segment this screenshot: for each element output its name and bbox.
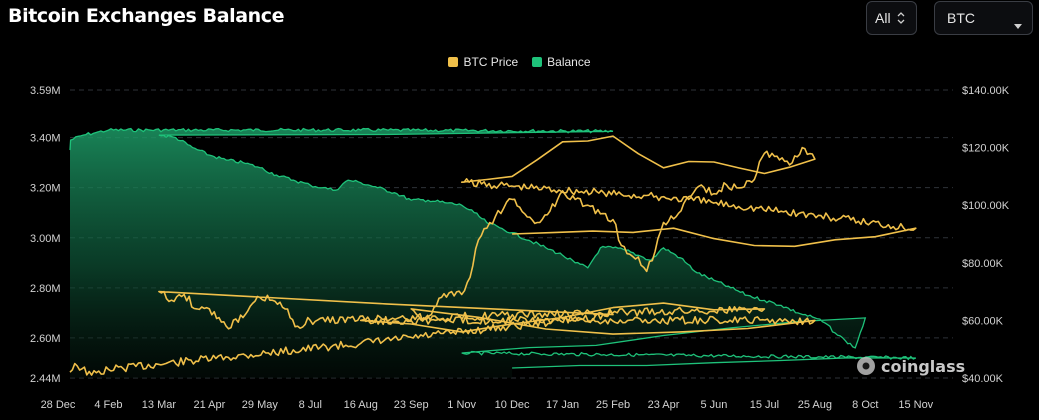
x-tick-label: 15 Jul [750, 399, 779, 411]
y-right-tick-label: $80.00K [962, 258, 1004, 270]
range-select[interactable]: All [866, 1, 917, 35]
caret-down-icon [1014, 16, 1022, 32]
coin-select-value: BTC [947, 10, 975, 26]
y-left-tick-label: 2.80M [30, 283, 61, 295]
x-tick-label: 5 Jun [700, 399, 727, 411]
legend-label-balance: Balance [547, 55, 591, 69]
page-title: Bitcoin Exchanges Balance [8, 5, 285, 27]
legend-swatch-balance [532, 57, 543, 67]
chart-legend: BTC Price Balance [0, 55, 1039, 69]
x-tick-label: 28 Dec [41, 399, 76, 411]
balance-area-layer [69, 127, 917, 378]
x-tick-label: 13 Mar [142, 399, 177, 411]
legend-item-balance[interactable]: Balance [532, 55, 591, 69]
x-tick-label: 10 Dec [495, 399, 530, 411]
y-left-tick-label: 3.20M [30, 183, 61, 195]
y-left-tick-label: 3.00M [30, 233, 61, 245]
x-tick-label: 25 Feb [596, 399, 630, 411]
x-tick-label: 25 Aug [798, 399, 832, 411]
x-tick-label: 23 Apr [648, 399, 680, 411]
coinglass-logo-eye-icon [862, 362, 870, 370]
x-tick-label: 21 Apr [193, 399, 225, 411]
coinglass-watermark: coinglass [857, 357, 965, 376]
x-tick-label: 29 May [242, 399, 279, 411]
legend-swatch-btc-price [448, 57, 459, 67]
x-tick-label: 17 Jan [546, 399, 579, 411]
price-line-layer [69, 135, 917, 376]
x-tick-label: 16 Aug [344, 399, 378, 411]
y-right-tick-label: $100.00K [962, 200, 1010, 212]
balance-line [69, 127, 917, 369]
btc-price-line [69, 135, 917, 376]
watermark-text: coinglass [881, 357, 965, 376]
y-left-tick-label: 2.44M [30, 373, 61, 385]
y-right-tick-label: $140.00K [962, 85, 1010, 97]
x-tick-label: 8 Oct [852, 399, 878, 411]
x-tick-label: 8 Jul [299, 399, 322, 411]
chart-axes: 3.59M 3.40M 3.20M 3.00M 2.80M 2.60M 2.44M $140.… [30, 85, 1010, 411]
legend-label-btc-price: BTC Price [463, 55, 519, 69]
y-right-tick-label: $60.00K [962, 315, 1004, 327]
x-tick-label: 4 Feb [94, 399, 122, 411]
y-right-tick-label: $120.00K [962, 143, 1010, 155]
x-tick-label: 15 Nov [898, 399, 933, 411]
balance-area [70, 128, 916, 378]
x-tick-label: 23 Sep [394, 399, 429, 411]
x-tick-label: 1 Nov [447, 399, 476, 411]
y-left-tick-label: 3.59M [30, 85, 61, 97]
y-left-tick-label: 2.60M [30, 333, 61, 345]
y-right-tick-label: $40.00K [962, 373, 1004, 385]
y-left-tick-label: 3.40M [30, 133, 61, 145]
coin-select[interactable]: BTC [934, 1, 1033, 35]
range-select-value: All [875, 10, 891, 26]
up-down-chevron-icon [897, 11, 905, 25]
legend-item-btc-price[interactable]: BTC Price [448, 55, 518, 69]
